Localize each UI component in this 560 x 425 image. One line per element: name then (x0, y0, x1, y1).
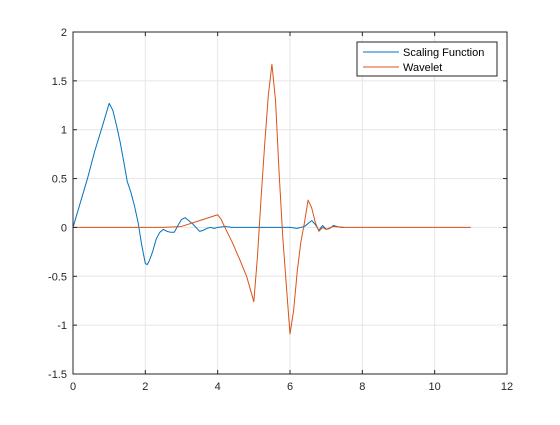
grid (72, 31, 508, 375)
series-lines (72, 63, 471, 335)
series-line-scaling-function (72, 102, 345, 266)
y-tick-label: 0 (61, 222, 67, 234)
y-tick-label: 1.5 (52, 76, 67, 88)
y-tick-label: -0.5 (48, 271, 67, 283)
y-tick-label: 2 (61, 27, 67, 39)
series-line-wavelet (73, 63, 471, 335)
axis-ticks: 0 2 4 6 8 10 12 -1.5 -1 -0.5 0 0.5 1 1.5 2 (48, 27, 513, 393)
x-tick-label: 6 (287, 381, 293, 393)
legend: Scaling Function Wavelet (356, 41, 498, 77)
y-tick-label: 1 (61, 125, 67, 137)
y-tick-label: 0.5 (52, 174, 67, 186)
x-tick-label: 10 (429, 381, 441, 393)
legend-label-scaling-function: Scaling Function (403, 47, 484, 59)
legend-label-wavelet: Wavelet (403, 62, 442, 74)
x-tick-label: 2 (142, 381, 148, 393)
x-tick-label: 12 (501, 381, 513, 393)
x-tick-label: 8 (359, 381, 365, 393)
y-tick-label: -1.5 (48, 369, 67, 381)
legend-box (356, 41, 498, 77)
x-tick-label: 4 (215, 381, 221, 393)
y-tick-label: -1 (57, 320, 67, 332)
x-tick-label: 0 (70, 381, 76, 393)
